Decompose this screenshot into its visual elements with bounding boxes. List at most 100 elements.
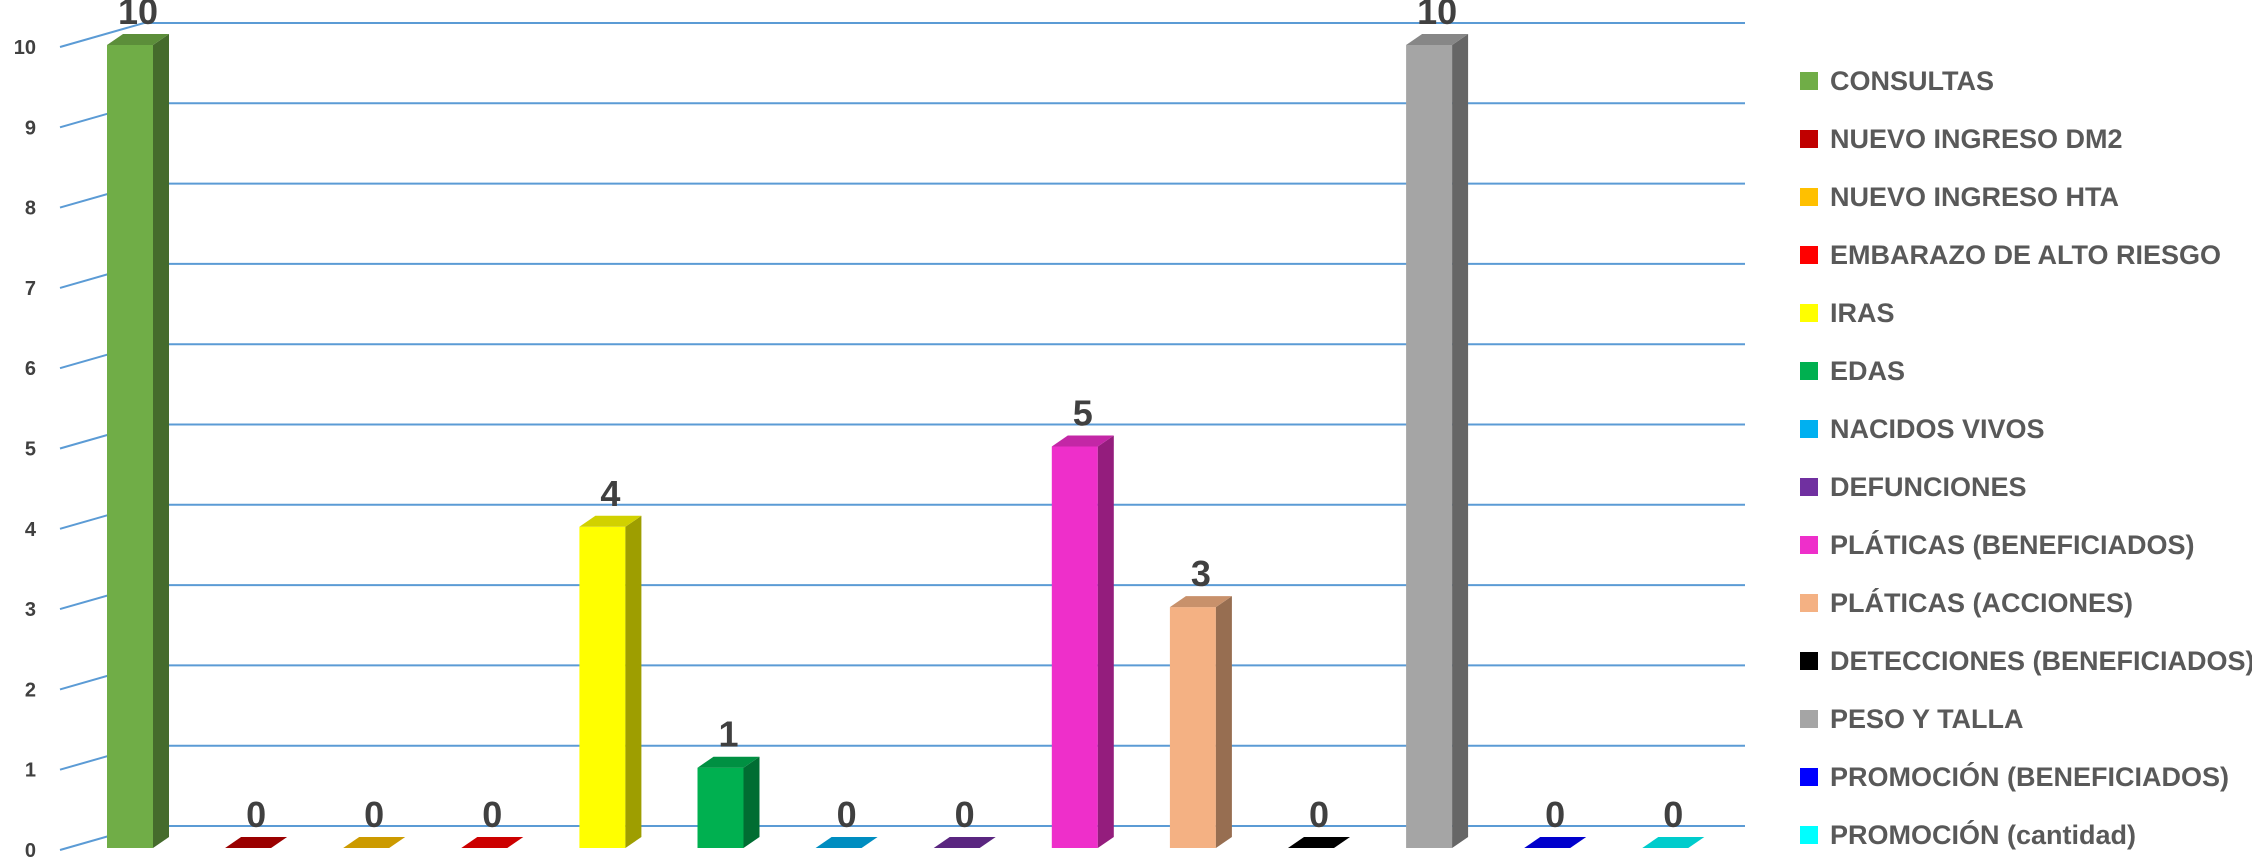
- y-axis-ticks: 0 1 2 3 4 5 6 7 8 9 10: [14, 37, 37, 862]
- bar-consultas: [107, 34, 169, 848]
- bar-top: [225, 837, 288, 848]
- data-label: 10: [1417, 0, 1457, 32]
- legend-label: PESO Y TALLA: [1830, 703, 2024, 734]
- data-label: 1: [718, 714, 738, 755]
- bar-pláticas-acciones-: [1169, 596, 1232, 848]
- bar-promoción-cantidad-: [1642, 837, 1705, 848]
- bar-top: [1051, 435, 1114, 447]
- bar-top: [579, 515, 642, 527]
- legend-swatch: [1800, 594, 1818, 612]
- legend-item: PLÁTICAS (ACCIONES): [1800, 574, 2240, 632]
- legend-swatch: [1800, 826, 1818, 844]
- bar-nacidos-vivos: [815, 837, 878, 848]
- y-tick-label: 7: [25, 278, 36, 300]
- bar-top: [1169, 596, 1232, 608]
- legend-swatch: [1800, 710, 1818, 728]
- legend-label: EDAS: [1830, 355, 1906, 386]
- bar-side: [1452, 34, 1469, 848]
- bar-embarazo-de-alto-riesgo: [461, 837, 524, 848]
- legend-swatch: [1800, 362, 1818, 380]
- legend-swatch: [1800, 478, 1818, 496]
- bar-iras: [579, 515, 642, 848]
- legend-item: CONSULTAS: [1800, 52, 2240, 110]
- legend-item: NUEVO INGRESO HTA: [1800, 168, 2240, 226]
- legend-item: EDAS: [1800, 342, 2240, 400]
- legend-label: IRAS: [1830, 297, 1895, 328]
- data-label: 0: [482, 794, 502, 835]
- bar-top: [343, 837, 406, 848]
- y-tick-label: 1: [25, 760, 36, 782]
- bar-top: [107, 34, 169, 45]
- legend-item: DETECCIONES (BENEFICIADOS): [1800, 632, 2252, 690]
- bar-side: [743, 756, 760, 848]
- legend-item: NUEVO INGRESO DM2: [1800, 110, 2240, 168]
- bar-top: [1524, 837, 1587, 848]
- bar-side: [625, 515, 642, 848]
- legend-label: DETECCIONES (BENEFICIADOS): [1830, 645, 2252, 676]
- data-label: 0: [837, 794, 857, 835]
- legend-swatch: [1800, 652, 1818, 670]
- data-label: 0: [1663, 794, 1683, 835]
- gridlines: [59, 22, 1745, 851]
- bar-nuevo-ingreso-dm2: [225, 837, 288, 848]
- legend-swatch: [1800, 188, 1818, 206]
- bar-side: [1097, 435, 1114, 848]
- legend-item: DEFUNCIONES: [1800, 458, 2240, 516]
- legend: CONSULTAS NUEVO INGRESO DM2 NUEVO INGRESO …: [1800, 52, 2252, 864]
- bar-side: [153, 34, 169, 848]
- bar-defunciones: [933, 837, 996, 848]
- y-tick-label: 9: [25, 117, 36, 139]
- bar-front: [1406, 45, 1453, 848]
- bar-front: [1051, 446, 1098, 848]
- data-label: 0: [1545, 794, 1565, 835]
- y-tick-label: 0: [25, 840, 36, 862]
- bar-front: [107, 45, 153, 848]
- legend-swatch: [1800, 536, 1818, 554]
- legend-label: CONSULTAS: [1830, 65, 1994, 96]
- legend-label: NACIDOS VIVOS: [1830, 413, 2045, 444]
- bar-top: [1642, 837, 1705, 848]
- bar-pláticas-beneficiados-: [1051, 435, 1114, 848]
- legend-label: EMBARAZO DE ALTO RIESGO: [1830, 239, 2222, 270]
- y-tick-label: 2: [25, 679, 36, 701]
- y-tick-label: 10: [14, 37, 36, 59]
- y-tick-label: 8: [25, 198, 36, 220]
- data-label: 10: [118, 0, 158, 32]
- legend-item: PESO Y TALLA: [1800, 690, 2240, 748]
- legend-label: PLÁTICAS (ACCIONES): [1830, 587, 2133, 618]
- legend-item: EMBARAZO DE ALTO RIESGO: [1800, 226, 2240, 284]
- legend-label: PROMOCIÓN (BENEFICIADOS): [1830, 761, 2230, 792]
- legend-swatch: [1800, 130, 1818, 148]
- legend-item: PROMOCIÓN (cantidad): [1800, 806, 2240, 864]
- bar-top: [1288, 837, 1350, 848]
- data-label: 0: [955, 794, 975, 835]
- bar-side: [1215, 596, 1232, 848]
- legend-label: PROMOCIÓN (cantidad): [1830, 819, 2137, 850]
- legend-swatch: [1800, 420, 1818, 438]
- legend-label: NUEVO INGRESO DM2: [1830, 123, 2123, 154]
- y-tick-label: 5: [25, 439, 36, 461]
- bar-peso-y-talla: [1406, 34, 1469, 848]
- gridline-depth: [59, 22, 145, 48]
- bar-top: [815, 837, 878, 848]
- bar-top: [461, 837, 524, 848]
- bar-top: [1406, 34, 1469, 45]
- bar-edas: [697, 756, 760, 848]
- data-label: 0: [364, 794, 384, 835]
- bars: [107, 34, 1705, 848]
- legend-swatch: [1800, 304, 1818, 322]
- bar-top: [697, 756, 760, 768]
- legend-swatch: [1800, 768, 1818, 786]
- legend-label: PLÁTICAS (BENEFICIADOS): [1830, 529, 2195, 560]
- chart-area: 0 1 2 3 4 5 6 7 8 9 10 10 0 0 0 4 1 0 0 5 3 0 10 0 0: [14, 0, 1745, 862]
- legend-item: IRAS: [1800, 284, 2240, 342]
- y-tick-label: 3: [25, 599, 36, 621]
- bar-nuevo-ingreso-hta: [343, 837, 406, 848]
- legend-item: PLÁTICAS (BENEFICIADOS): [1800, 516, 2240, 574]
- legend-swatch: [1800, 72, 1818, 90]
- bar-front: [579, 526, 626, 848]
- data-label: 0: [246, 794, 266, 835]
- data-label: 0: [1309, 794, 1329, 835]
